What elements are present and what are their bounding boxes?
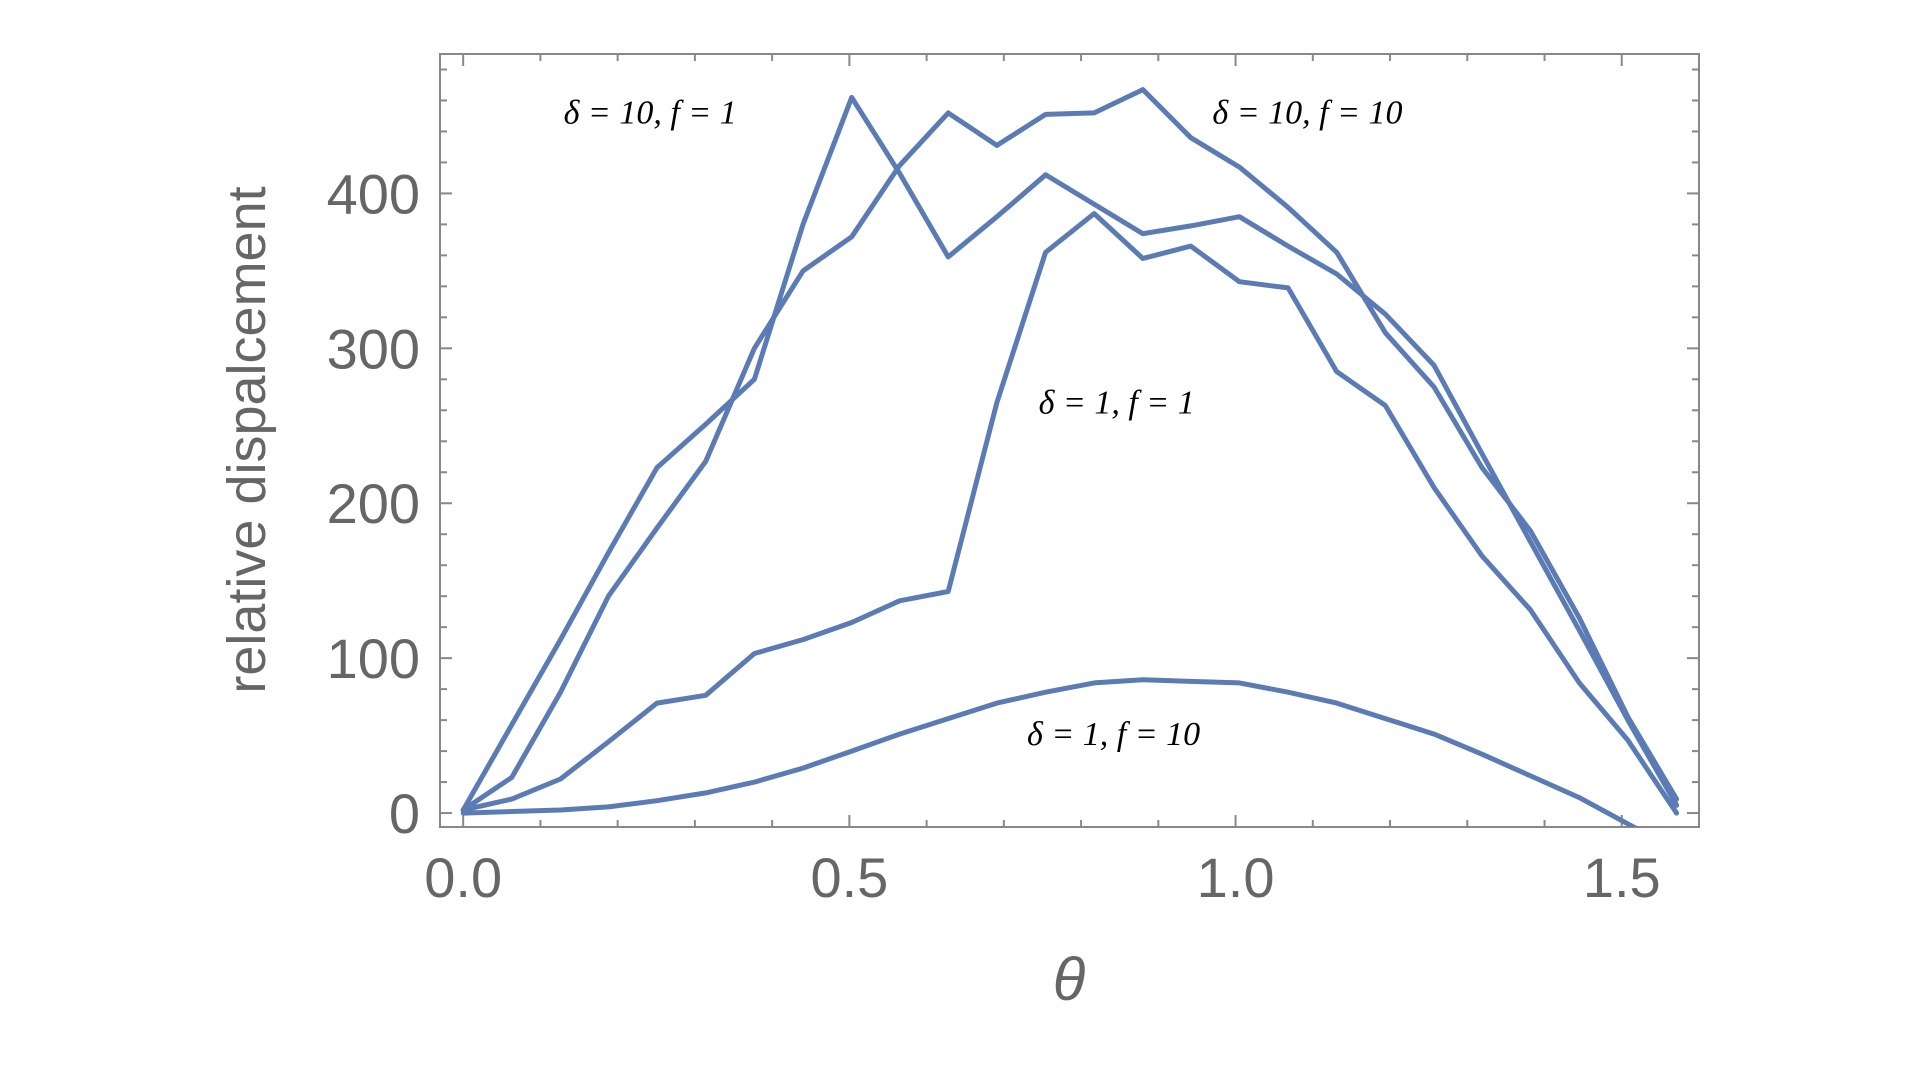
series-annotation-3: δ = 1, f = 1 [1039, 384, 1195, 421]
y-tick-label: 400 [327, 162, 420, 225]
series-annotation-4: δ = 1, f = 10 [1027, 716, 1200, 753]
series-line-4 [460, 677, 1639, 827]
x-tick-label: 1.0 [1197, 846, 1275, 909]
y-tick-label: 100 [327, 627, 420, 690]
y-tick-label: 200 [327, 472, 420, 535]
data-series [460, 87, 1680, 827]
y-tick-label: 300 [327, 317, 420, 380]
series-annotation-1: δ = 10, f = 1 [564, 95, 737, 132]
x-axis-label: θ [1053, 946, 1086, 1013]
series-annotation-2: δ = 10, f = 10 [1212, 95, 1402, 132]
series-line-2 [460, 87, 1680, 813]
series-line-3 [460, 211, 1680, 816]
y-axis-label: relative dispalcement [217, 186, 277, 693]
series-line-1 [460, 94, 1680, 813]
x-tick-label: 0.0 [424, 846, 502, 909]
series-annotations: δ = 10, f = 1 δ = 10, f = 10 δ = 1, f = 1 δ… [564, 95, 1403, 753]
plot-frame [439, 53, 1700, 828]
axis-ticks [440, 54, 1700, 827]
tick-labels: 0.0 0.5 1.0 1.5 0 100 200 300 400 [327, 162, 1661, 909]
x-tick-label: 0.5 [810, 846, 888, 909]
y-tick-label: 0 [389, 782, 420, 845]
x-tick-label: 1.5 [1583, 846, 1661, 909]
